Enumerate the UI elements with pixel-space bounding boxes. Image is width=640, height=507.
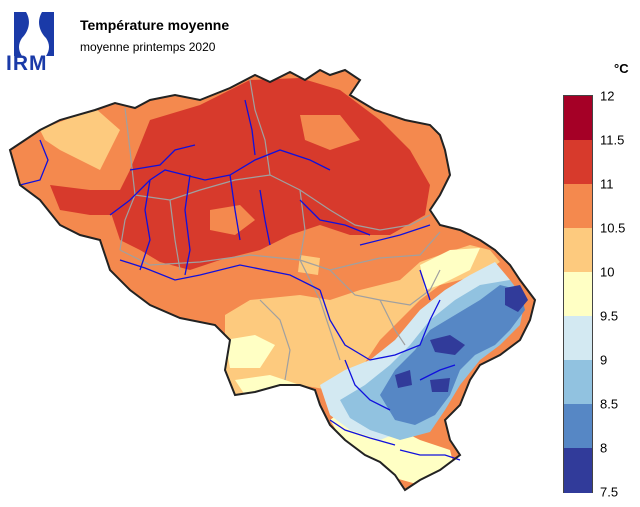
map-subtitle: moyenne printemps 2020 <box>80 40 216 54</box>
zone-coldest-south <box>430 378 450 392</box>
temperature-map <box>8 68 537 492</box>
belgium-border <box>8 68 537 492</box>
zone-coldest-plateau <box>430 335 465 355</box>
legend-label: 7.5 <box>600 484 619 500</box>
legend-swatch <box>564 404 592 449</box>
legend-label: 10 <box>600 264 615 280</box>
legend-swatch <box>564 140 592 185</box>
rivers <box>19 99 461 461</box>
legend-swatch <box>564 96 592 141</box>
legend-label: 11.5 <box>600 132 625 148</box>
legend-label: 11 <box>600 176 614 192</box>
legend-label: 9.5 <box>600 308 619 324</box>
legend-swatch <box>564 360 592 405</box>
legend-label: 8.5 <box>600 396 619 412</box>
zone-warm-pocket-center <box>210 205 255 235</box>
zone-very-warm-west <box>50 185 125 215</box>
legend-colorbar <box>563 95 593 493</box>
legend-swatch <box>564 228 592 273</box>
province-boundaries <box>119 79 441 381</box>
legend-label: 8 <box>600 440 608 456</box>
temperature-zones <box>10 70 535 490</box>
legend-swatch <box>564 184 592 229</box>
zone-coldest-ardennes <box>395 370 412 388</box>
legend-swatch <box>564 316 592 361</box>
zone-mild-pocket <box>298 255 320 275</box>
zone-neutral-west <box>225 335 275 368</box>
logo-text: IRM <box>6 52 48 75</box>
legend-unit: °C <box>614 61 629 76</box>
irm-logo-icon <box>10 10 58 56</box>
zone-warm-pocket-north <box>300 115 360 150</box>
legend-swatch <box>564 448 592 493</box>
zone-cold <box>380 285 525 425</box>
legend-swatch <box>564 272 592 317</box>
legend-label: 10.5 <box>600 220 626 236</box>
zone-mild-coast <box>40 108 120 170</box>
legend-label: 12 <box>600 88 615 104</box>
map-title: Température moyenne <box>80 17 230 33</box>
zone-coldest-east <box>505 285 528 312</box>
legend-label: 9 <box>600 352 608 368</box>
